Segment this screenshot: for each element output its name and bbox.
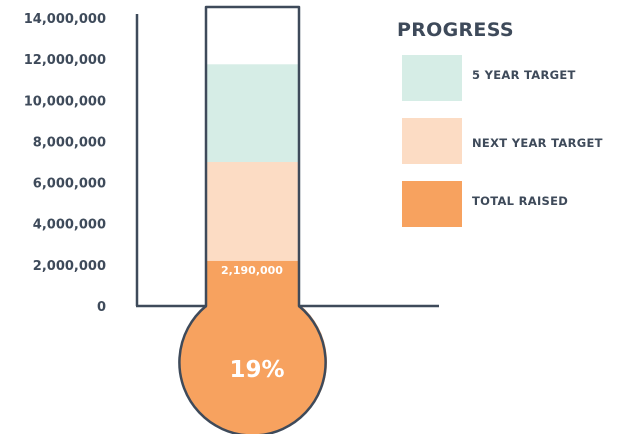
y-tick-label-2000000: 2,000,000 bbox=[33, 259, 106, 274]
legend-label-next-year-target: NEXT YEAR TARGET bbox=[472, 136, 603, 150]
legend-label-total-raised: TOTAL RAISED bbox=[472, 194, 569, 208]
legend-swatch-next-year-target bbox=[402, 118, 462, 164]
thermometer-fills bbox=[179, 64, 327, 434]
y-tick-label-0: 0 bbox=[97, 300, 106, 315]
legend-label-5-year-target: 5 YEAR TARGET bbox=[472, 68, 576, 82]
y-tick-label-12000000: 12,000,000 bbox=[24, 53, 106, 68]
y-tick-label-14000000: 14,000,000 bbox=[24, 12, 106, 27]
percent-label: 19% bbox=[229, 357, 284, 383]
legend-swatch-total-raised bbox=[402, 181, 462, 227]
thermometer-outline bbox=[135, 5, 439, 434]
y-tick-label-8000000: 8,000,000 bbox=[33, 135, 106, 150]
y-axis-ticks: 0 2,000,000 4,000,000 6,000,000 8,000,000 10,… bbox=[24, 12, 106, 315]
bulb-fill bbox=[179, 288, 327, 434]
y-tick-label-4000000: 4,000,000 bbox=[33, 218, 106, 233]
legend-swatch-5-year-target bbox=[402, 55, 462, 101]
y-tick-label-10000000: 10,000,000 bbox=[24, 94, 106, 109]
legend-title: PROGRESS bbox=[397, 19, 514, 41]
thermometer-border bbox=[178, 5, 327, 434]
y-tick-label-6000000: 6,000,000 bbox=[33, 177, 106, 192]
total-raised-value-label: 2,190,000 bbox=[221, 264, 283, 277]
